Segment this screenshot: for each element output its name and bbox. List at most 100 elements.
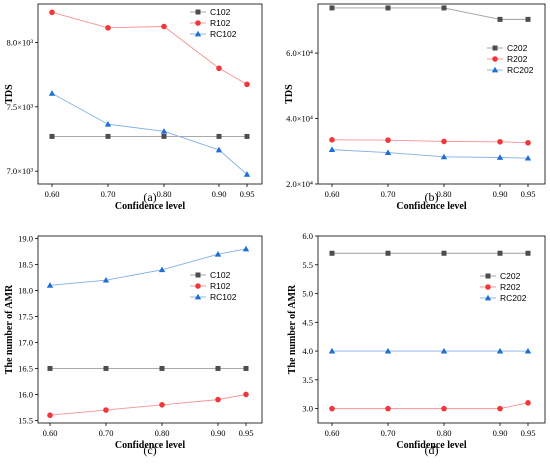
panel-caption: (a) <box>143 190 156 204</box>
data-point <box>103 365 109 371</box>
data-point <box>524 154 532 161</box>
series-RC102 <box>48 90 251 177</box>
data-point <box>243 171 251 177</box>
x-tick-label: 0.70 <box>101 189 116 199</box>
data-point <box>525 139 531 146</box>
x-tick-label: 0.80 <box>437 189 452 199</box>
x-tick-label: 0.70 <box>99 428 114 438</box>
legend-label: R102 <box>210 18 231 28</box>
data-point <box>385 5 391 11</box>
series-R202 <box>329 137 531 146</box>
y-tick-label: 18.5 <box>18 260 33 270</box>
data-point <box>525 250 531 256</box>
data-point <box>216 65 222 72</box>
legend-marker <box>195 9 201 15</box>
data-point <box>441 138 447 145</box>
data-point <box>329 405 335 412</box>
legend-marker <box>485 273 491 279</box>
chart-panel-2: 0.60 0.70 0.80 0.90 0.95 2.0×10⁴ 4.0×10⁴ 6.0×10… <box>284 3 546 212</box>
series-C102 <box>49 133 250 139</box>
chart-panel-1: 0.60 0.70 0.80 0.90 0.95 7.0×10³ 7.5×10³ 8.0×10… <box>4 3 263 212</box>
y-tick-label: 5.5 <box>302 260 313 270</box>
series-RC202 <box>328 146 532 161</box>
x-axis-label: Confidence level <box>396 440 466 451</box>
legend-marker <box>484 294 492 301</box>
panel-caption: (c) <box>143 443 156 457</box>
x-tick-label: 0.60 <box>45 189 60 199</box>
y-tick-label: 8.0×10³ <box>7 38 34 48</box>
data-point <box>161 133 167 139</box>
x-tick-label: 0.95 <box>521 189 536 199</box>
x-tick-label: 0.90 <box>493 189 508 199</box>
y-tick-label: 15.5 <box>18 415 33 425</box>
data-point <box>49 9 55 16</box>
legend-label: R202 <box>507 54 528 64</box>
series-line <box>51 92 248 175</box>
data-point <box>161 23 167 30</box>
data-point <box>328 347 336 354</box>
data-point <box>441 405 447 412</box>
data-point <box>244 133 250 139</box>
data-point <box>159 402 165 408</box>
data-point <box>214 250 222 257</box>
data-point <box>329 250 335 256</box>
x-tick-label: 0.60 <box>325 189 340 199</box>
data-point <box>497 250 503 256</box>
y-tick-label: 18.0 <box>18 286 33 296</box>
y-tick-label: 16.5 <box>18 363 33 373</box>
data-point <box>329 5 335 11</box>
y-tick-label: 6.0 <box>302 231 313 241</box>
data-point <box>215 396 221 403</box>
plot-frame <box>37 3 263 185</box>
data-point <box>497 138 503 145</box>
data-point <box>242 245 250 252</box>
data-point <box>385 405 391 412</box>
y-tick-label: 7.0×10³ <box>7 166 34 176</box>
data-point <box>158 266 166 273</box>
data-point <box>160 128 168 134</box>
legend-label: RC102 <box>210 29 237 39</box>
data-point <box>102 276 110 283</box>
data-point <box>105 24 111 31</box>
series-RC202 <box>328 347 532 354</box>
legend-marker <box>492 56 498 62</box>
y-tick-label: 4.0×10⁴ <box>286 114 313 124</box>
x-tick-label: 0.90 <box>493 428 508 438</box>
y-tick-label: 6.0×10⁴ <box>286 48 313 58</box>
data-point <box>243 391 249 398</box>
series-C202 <box>329 5 531 22</box>
legend-label: RC102 <box>210 292 237 302</box>
x-tick-label: 0.80 <box>157 189 172 199</box>
data-point <box>46 282 54 288</box>
x-tick-label: 0.70 <box>381 428 396 438</box>
legend-label: C202 <box>507 43 528 53</box>
panel-caption: (d) <box>425 443 439 457</box>
y-axis-label: TDS <box>284 84 295 104</box>
x-tick-label: 0.95 <box>521 428 536 438</box>
legend-marker <box>195 272 201 278</box>
data-point <box>329 137 335 143</box>
legend-label: C202 <box>500 271 521 281</box>
data-point <box>103 407 109 413</box>
y-tick-label: 2.0×10⁴ <box>286 179 313 189</box>
data-point <box>441 5 447 11</box>
data-point <box>49 133 55 139</box>
plot-frame <box>317 235 546 424</box>
y-tick-label: 5.0 <box>302 289 313 299</box>
y-axis-label: The number of AMR <box>287 284 298 374</box>
data-point <box>215 146 223 153</box>
x-tick-label: 0.90 <box>211 428 226 438</box>
data-point <box>159 365 165 371</box>
data-point <box>524 347 532 354</box>
series-R102 <box>47 391 249 419</box>
series-R102 <box>49 9 250 88</box>
x-tick-label: 0.80 <box>155 428 170 438</box>
series-C102 <box>47 365 249 371</box>
y-tick-label: 4.5 <box>302 317 313 327</box>
y-tick-label: 3.5 <box>302 375 313 385</box>
data-point <box>525 16 531 22</box>
